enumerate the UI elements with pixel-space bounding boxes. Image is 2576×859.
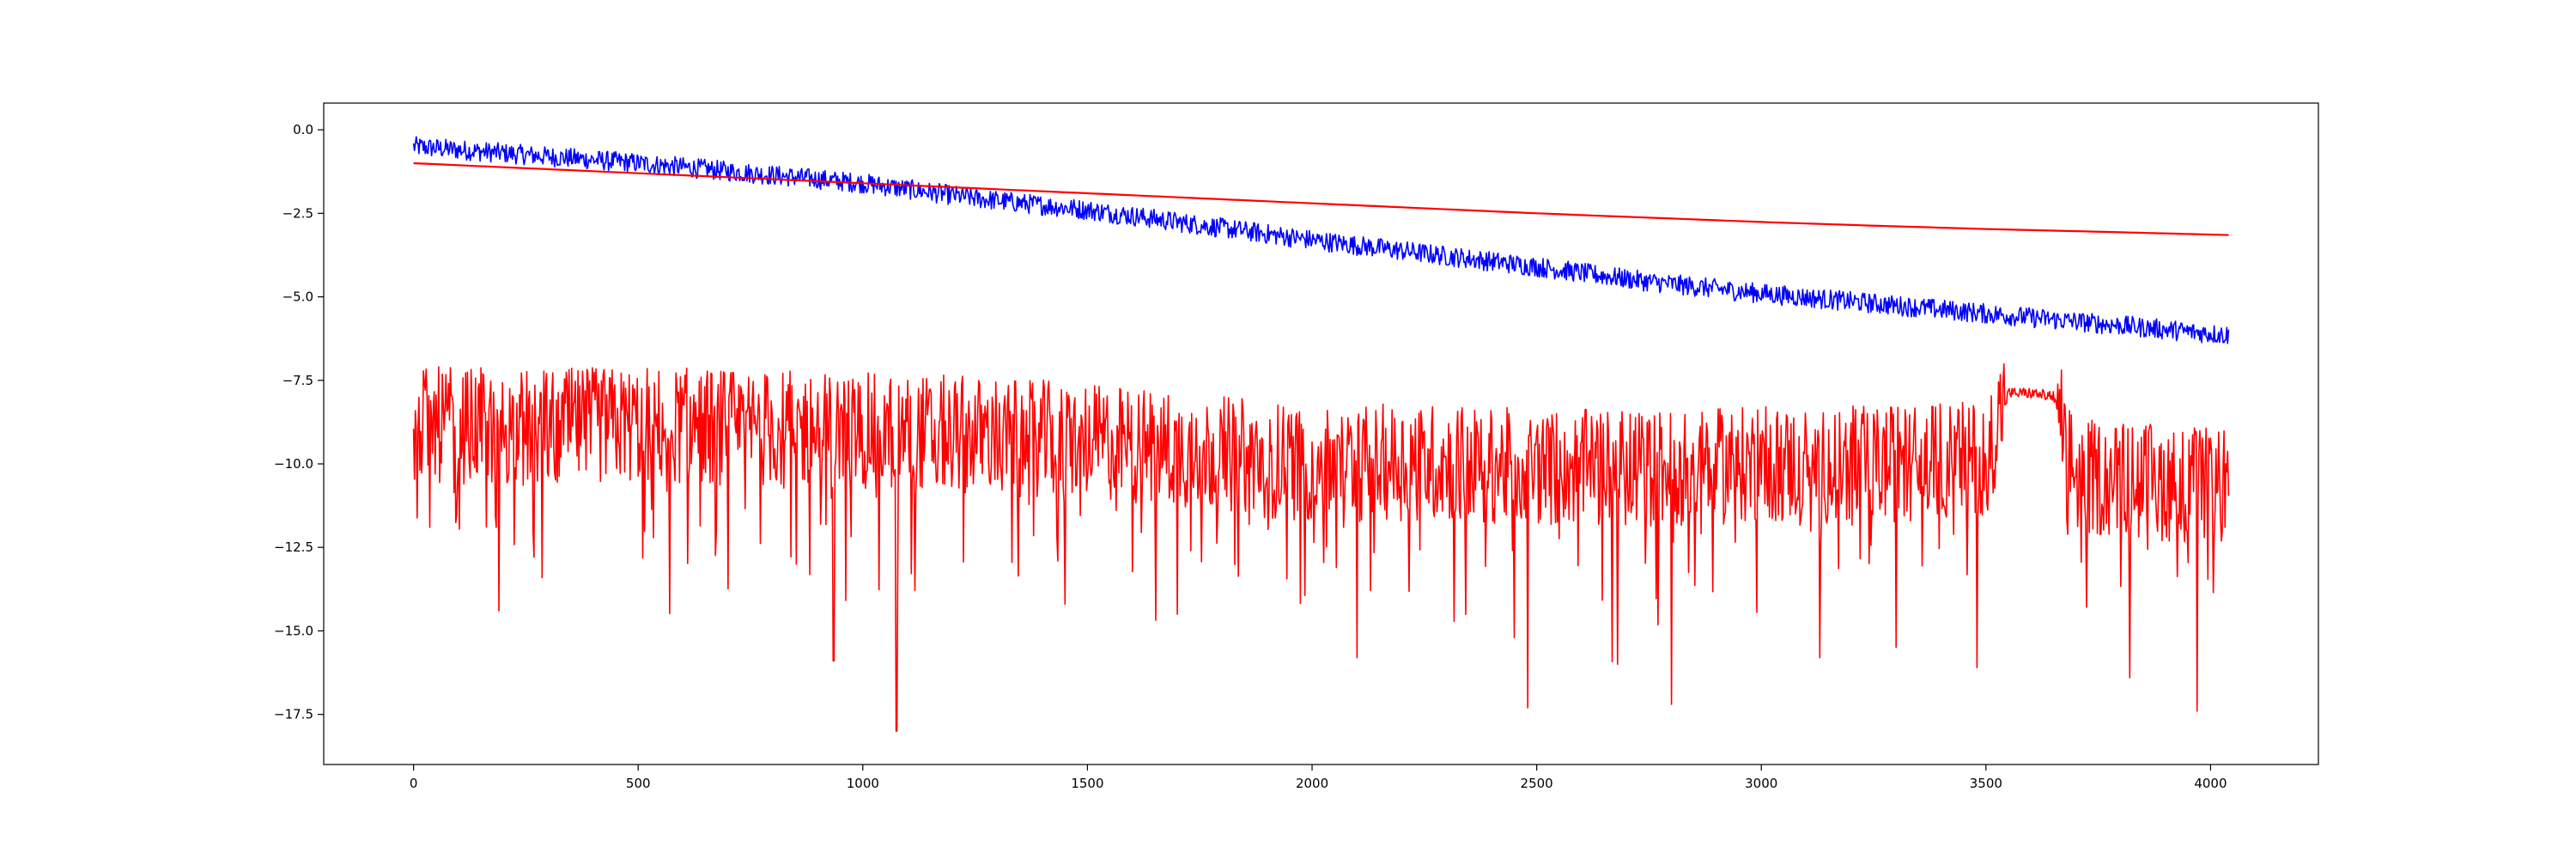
series-line-2	[413, 161, 2229, 236]
plot-frame	[323, 102, 2319, 765]
y-tick-label: −2.5	[283, 205, 313, 221]
y-tick-label: −10.0	[274, 456, 313, 472]
x-tick-label: 3000	[1745, 776, 1777, 791]
y-tick-label: −7.5	[283, 373, 313, 388]
y-tick-label: −5.0	[283, 289, 313, 305]
y-tick-label: −17.5	[274, 707, 313, 722]
x-tick-label: 3500	[1970, 776, 2002, 791]
y-axis: 0.0 −2.5 −5.0 −7.5 −10.0 −12.5 −15.0 −17.5	[274, 122, 324, 722]
x-tick-label: 1000	[847, 776, 879, 791]
x-tick-label: 0	[410, 776, 418, 791]
y-tick-label: −15.0	[274, 623, 313, 638]
x-tick-label: 500	[626, 776, 651, 791]
series-line-3	[412, 362, 2230, 732]
plot-lines	[412, 136, 2230, 732]
x-tick-label: 4000	[2194, 776, 2227, 791]
x-tick-label: 2000	[1296, 776, 1328, 791]
y-tick-label: −12.5	[274, 539, 313, 555]
x-tick-label: 2500	[1521, 776, 1553, 791]
x-axis: 0 500 1000 1500 2000 2500 3000 3500 4000	[410, 765, 2227, 791]
x-tick-label: 1500	[1071, 776, 1103, 791]
y-tick-label: 0.0	[293, 122, 313, 137]
